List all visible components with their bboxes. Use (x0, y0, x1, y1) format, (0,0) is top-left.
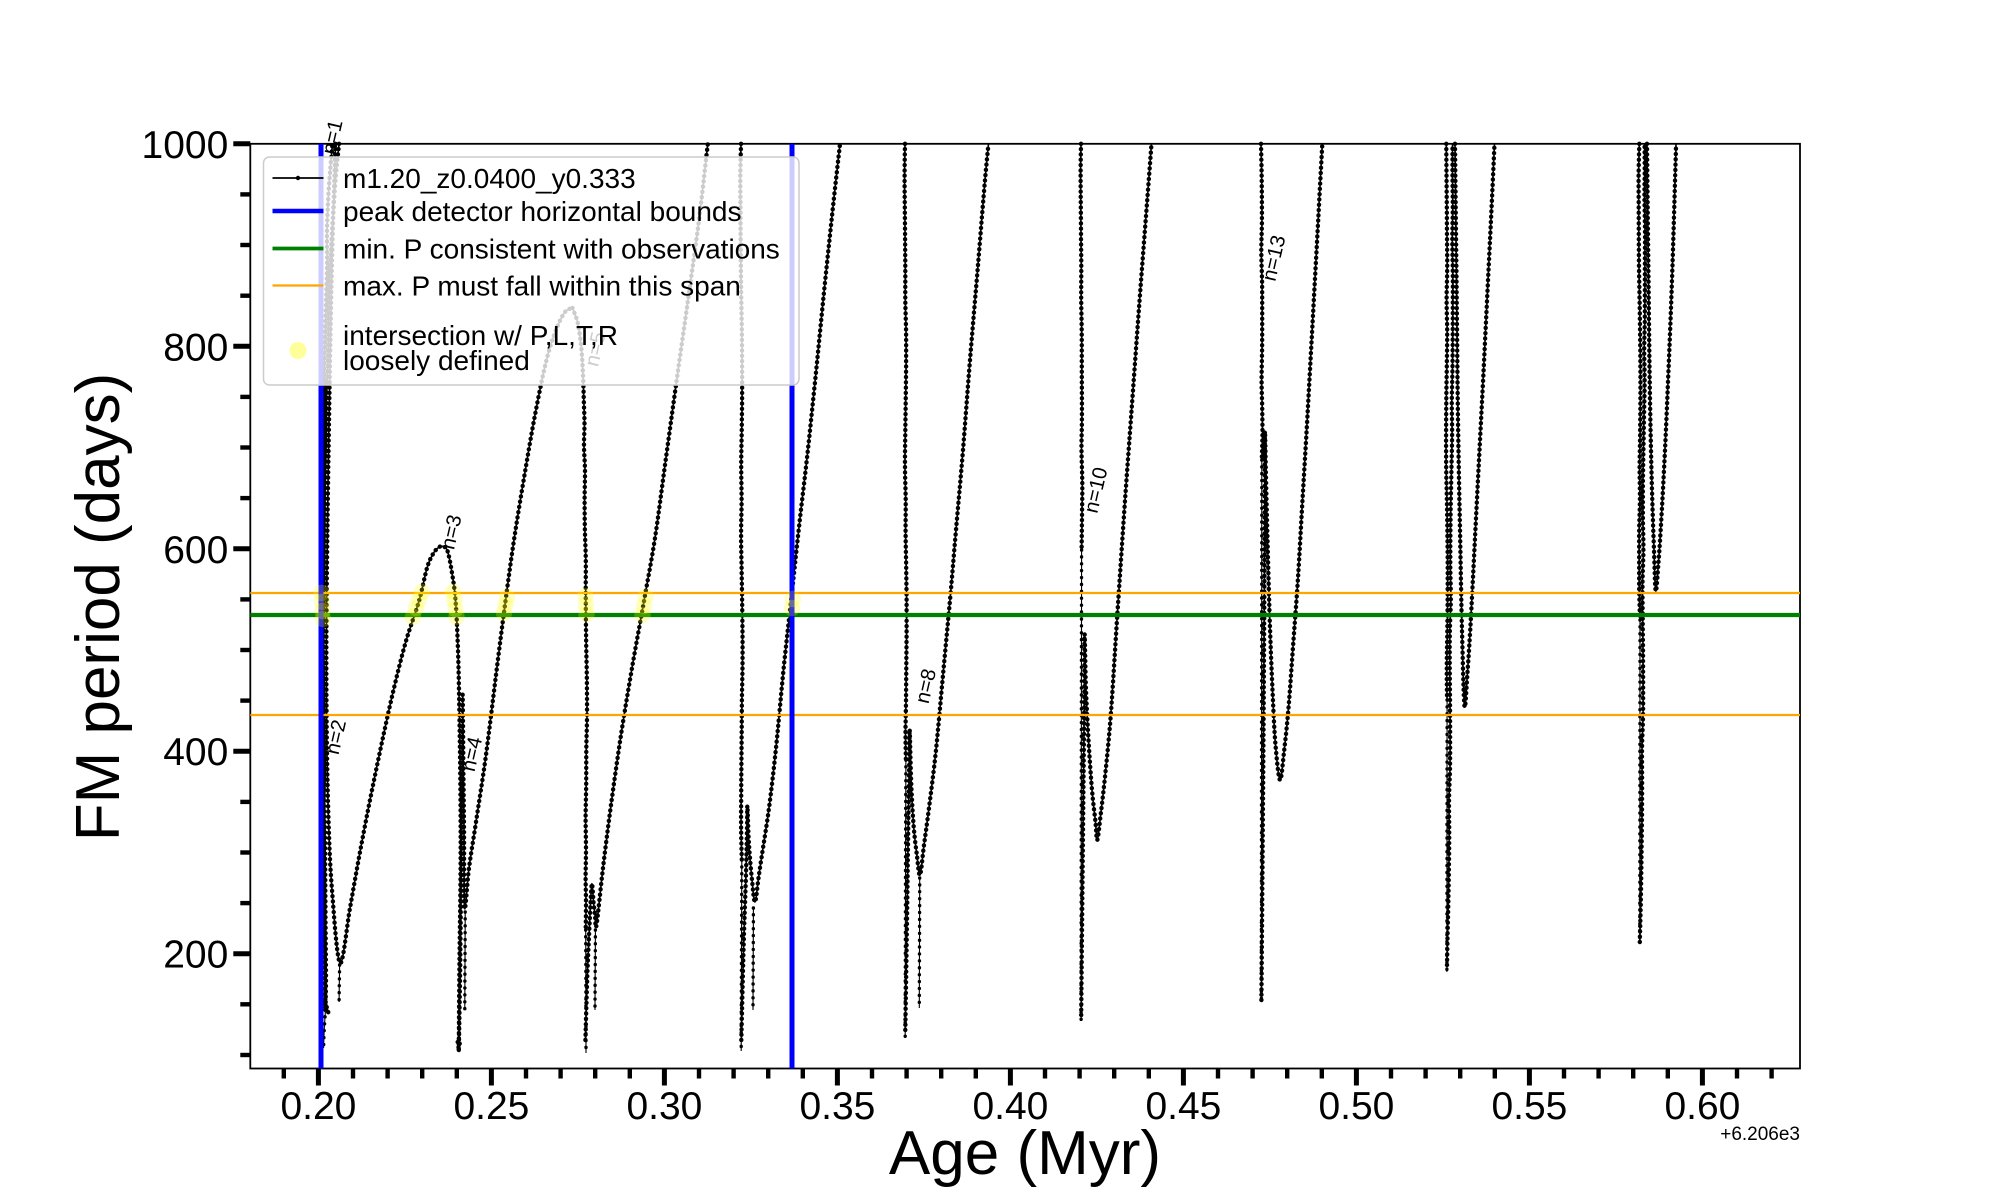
svg-text:intersection w/ P,L,T,R: intersection w/ P,L,T,R (343, 320, 618, 351)
svg-text:peak detector horizontal bound: peak detector horizontal bounds (343, 196, 742, 227)
svg-text:loosely defined: loosely defined (343, 345, 530, 376)
svg-text:FM period (days): FM period (days) (64, 373, 133, 842)
svg-text:0.40: 0.40 (972, 1085, 1048, 1128)
svg-text:400: 400 (163, 731, 228, 774)
svg-text:600: 600 (163, 529, 228, 572)
svg-text:0.60: 0.60 (1664, 1085, 1740, 1128)
svg-text:0.45: 0.45 (1145, 1085, 1221, 1128)
svg-text:0.50: 0.50 (1318, 1085, 1394, 1128)
svg-text:max. P must fall within this s: max. P must fall within this span (343, 271, 741, 302)
svg-text:200: 200 (163, 934, 228, 977)
svg-text:0.35: 0.35 (799, 1085, 875, 1128)
svg-text:0.25: 0.25 (453, 1085, 529, 1128)
svg-text:0.55: 0.55 (1491, 1085, 1567, 1128)
svg-text:0.30: 0.30 (626, 1085, 702, 1128)
svg-text:Age (Myr): Age (Myr) (889, 1119, 1161, 1188)
svg-text:m1.20_z0.0400_y0.333: m1.20_z0.0400_y0.333 (343, 163, 636, 194)
svg-text:0.20: 0.20 (280, 1085, 356, 1128)
svg-text:1000: 1000 (142, 124, 229, 167)
svg-text:+6.206e3: +6.206e3 (1720, 1124, 1800, 1145)
svg-text:800: 800 (163, 326, 228, 369)
svg-text:min. P consistent with observa: min. P consistent with observations (343, 234, 780, 265)
